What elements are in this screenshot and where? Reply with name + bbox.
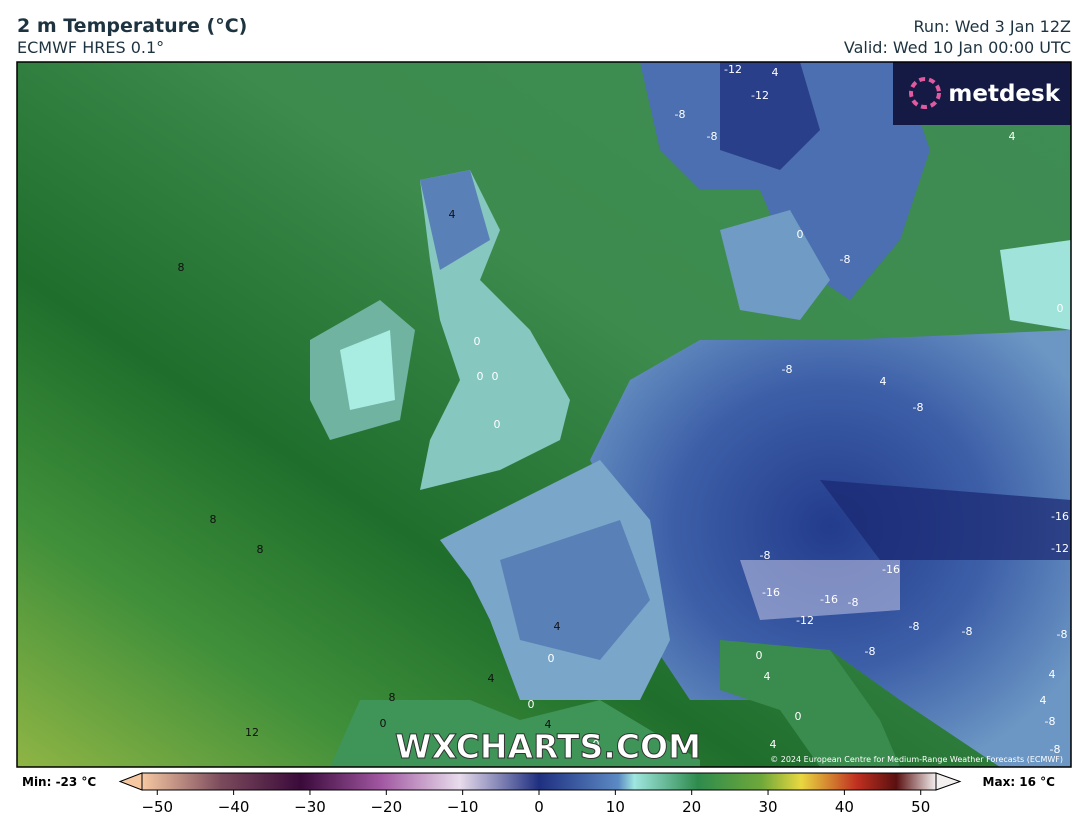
colorbar-tick-label: 10 — [606, 798, 625, 816]
colorbar-tick-label: −20 — [370, 798, 402, 816]
contour-label: -8 — [1050, 743, 1061, 756]
contour-label: 0 — [1057, 302, 1064, 315]
contour-label: -16 — [1051, 510, 1069, 523]
contour-label: 4 — [545, 718, 552, 731]
colorbar-tick-label: −40 — [218, 798, 250, 816]
contour-label: -8 — [760, 549, 771, 562]
colorbar-low-end — [118, 772, 143, 791]
contour-label: -16 — [820, 593, 838, 606]
contour-label: 12 — [245, 726, 259, 739]
contour-label: 0 — [492, 370, 499, 383]
contour-label: -8 — [962, 625, 973, 638]
contour-label: -12 — [1051, 542, 1069, 555]
contour-label: -12 — [724, 63, 742, 76]
contour-label: -8 — [782, 363, 793, 376]
colorbar-tick-label: 50 — [911, 798, 930, 816]
contour-label: 4 — [1040, 694, 1047, 707]
contour-label: 4 — [488, 672, 495, 685]
contour-label: -8 — [1057, 628, 1068, 641]
min-label: Min: -23 °C — [22, 775, 96, 789]
colorbar-tick-label: −10 — [447, 798, 479, 816]
contour-label: 4 — [1049, 668, 1056, 681]
contour-label: 0 — [548, 652, 555, 665]
colorbar-scale — [141, 772, 937, 791]
contour-label: -8 — [675, 108, 686, 121]
contour-label: -16 — [882, 563, 900, 576]
contour-label: -8 — [913, 401, 924, 414]
contour-label: 4 — [764, 670, 771, 683]
max-label: Max: 16 °C — [983, 775, 1056, 789]
contour-label: 4 — [1009, 130, 1016, 143]
contour-label: 0 — [528, 698, 535, 711]
contour-label: 4 — [880, 375, 887, 388]
logo: metdesk — [948, 81, 1060, 107]
contour-label: 0 — [474, 335, 481, 348]
contour-label: 0 — [797, 228, 804, 241]
colorbar-high-end — [935, 772, 962, 791]
contour-label: -8 — [840, 253, 851, 266]
colorbar-tick-label: 0 — [534, 798, 544, 816]
contour-label: -8 — [707, 130, 718, 143]
colorbar-tick-label: 40 — [835, 798, 854, 816]
contour-label: 0 — [756, 649, 763, 662]
contour-label: -8 — [909, 620, 920, 633]
contour-label: -16 — [762, 586, 780, 599]
contour-label: 4 — [770, 738, 777, 751]
contour-label: -8 — [1045, 715, 1056, 728]
colorbar-tick-label: 20 — [682, 798, 701, 816]
contour-label: -12 — [751, 89, 769, 102]
contour-label: 4 — [554, 620, 561, 633]
contour-label: 0 — [494, 418, 501, 431]
colorbar-tick-label: −50 — [141, 798, 173, 816]
title: 2 m Temperature (°C) — [17, 15, 247, 37]
colorbar-tick-label: −30 — [294, 798, 326, 816]
contour-label: 0 — [593, 738, 600, 751]
colorbar-tick-label: 30 — [758, 798, 777, 816]
contour-label: 8 — [257, 543, 264, 556]
contour-label: -8 — [848, 596, 859, 609]
contour-label: 0 — [795, 710, 802, 723]
subtitle: ECMWF HRES 0.1° — [17, 38, 164, 57]
contour-label: 8 — [210, 513, 217, 526]
valid-time: Valid: Wed 10 Jan 00:00 UTC — [844, 38, 1071, 57]
contour-label: 4 — [772, 66, 779, 79]
colorbar: Min: -23 °C Max: 16 °C −50 −40 −30 −20 −10 0 1… — [22, 772, 1056, 816]
contour-label: 0 — [477, 370, 484, 383]
contour-label: 8 — [389, 691, 396, 704]
copyright: © 2024 European Centre for Medium-Range … — [770, 755, 1063, 764]
contour-label: 0 — [380, 717, 387, 730]
contour-label: 8 — [178, 261, 185, 274]
run-time: Run: Wed 3 Jan 12Z — [914, 17, 1072, 36]
watermark: WXCHARTS.COM — [395, 727, 701, 766]
contour-label: -8 — [865, 645, 876, 658]
contour-label: 4 — [449, 208, 456, 221]
contour-label: -12 — [796, 614, 814, 627]
